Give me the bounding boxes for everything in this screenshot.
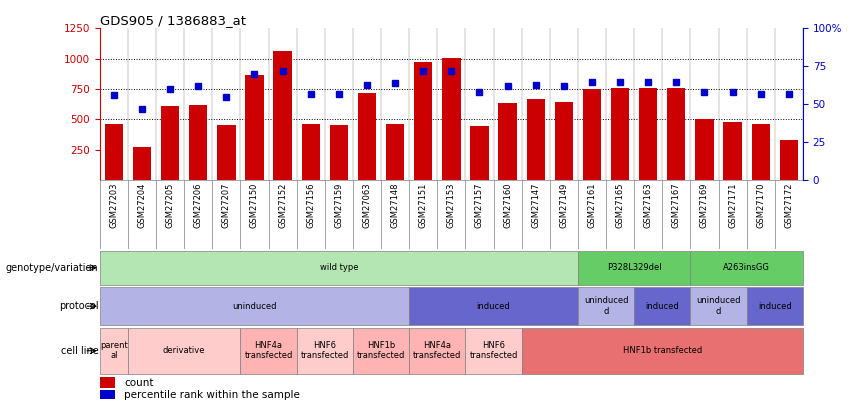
FancyBboxPatch shape bbox=[100, 287, 409, 325]
FancyBboxPatch shape bbox=[409, 287, 578, 325]
FancyBboxPatch shape bbox=[409, 328, 465, 374]
FancyBboxPatch shape bbox=[240, 328, 297, 374]
Bar bbox=[100, 390, 115, 399]
Text: GSM27163: GSM27163 bbox=[644, 182, 653, 228]
Text: induced: induced bbox=[758, 302, 792, 311]
Bar bbox=[611, 88, 629, 180]
Bar bbox=[217, 125, 235, 180]
Text: GSM27150: GSM27150 bbox=[250, 182, 259, 228]
Bar bbox=[301, 124, 320, 180]
Text: parent
al: parent al bbox=[100, 341, 128, 360]
Text: protocol: protocol bbox=[59, 301, 98, 311]
Bar bbox=[161, 106, 180, 180]
Text: GSM27161: GSM27161 bbox=[588, 182, 596, 228]
Bar bbox=[105, 124, 123, 180]
Text: HNF4a
transfected: HNF4a transfected bbox=[413, 341, 462, 360]
Text: HNF6
transfected: HNF6 transfected bbox=[300, 341, 349, 360]
FancyBboxPatch shape bbox=[746, 287, 803, 325]
Text: GSM27147: GSM27147 bbox=[531, 182, 540, 228]
Text: GSM27159: GSM27159 bbox=[334, 182, 344, 228]
Bar bbox=[189, 105, 207, 180]
Text: wild type: wild type bbox=[319, 263, 358, 272]
Text: GSM27172: GSM27172 bbox=[785, 182, 793, 228]
FancyBboxPatch shape bbox=[297, 328, 353, 374]
Bar bbox=[330, 125, 348, 180]
Text: GSM27152: GSM27152 bbox=[278, 182, 287, 228]
FancyBboxPatch shape bbox=[578, 287, 635, 325]
Bar bbox=[133, 147, 151, 180]
Bar bbox=[386, 124, 404, 180]
Text: GSM27169: GSM27169 bbox=[700, 182, 709, 228]
Bar bbox=[442, 58, 461, 180]
Text: GSM27207: GSM27207 bbox=[222, 182, 231, 228]
Text: GSM27205: GSM27205 bbox=[166, 182, 174, 228]
Text: cell line: cell line bbox=[61, 346, 98, 356]
Text: count: count bbox=[124, 378, 154, 388]
FancyBboxPatch shape bbox=[353, 328, 409, 374]
FancyBboxPatch shape bbox=[100, 328, 128, 374]
Text: A263insGG: A263insGG bbox=[723, 263, 770, 272]
Text: induced: induced bbox=[646, 302, 679, 311]
Text: GSM27167: GSM27167 bbox=[672, 182, 681, 228]
Bar bbox=[358, 93, 376, 180]
Bar bbox=[695, 119, 713, 180]
Text: percentile rank within the sample: percentile rank within the sample bbox=[124, 390, 300, 401]
FancyBboxPatch shape bbox=[690, 287, 746, 325]
Bar bbox=[752, 124, 770, 180]
Text: GSM27148: GSM27148 bbox=[391, 182, 399, 228]
Bar bbox=[667, 88, 686, 180]
Bar bbox=[779, 140, 798, 180]
Text: derivative: derivative bbox=[163, 346, 206, 355]
Bar bbox=[582, 89, 602, 180]
Bar bbox=[414, 62, 432, 180]
Text: GSM27149: GSM27149 bbox=[559, 182, 569, 228]
Text: GSM27171: GSM27171 bbox=[728, 182, 737, 228]
Text: GSM27206: GSM27206 bbox=[194, 182, 203, 228]
Text: GSM27165: GSM27165 bbox=[615, 182, 625, 228]
FancyBboxPatch shape bbox=[100, 251, 578, 285]
Bar bbox=[555, 102, 573, 180]
Text: P328L329del: P328L329del bbox=[607, 263, 661, 272]
Bar bbox=[723, 122, 742, 180]
Bar bbox=[639, 88, 657, 180]
Text: induced: induced bbox=[477, 302, 510, 311]
Text: GSM27151: GSM27151 bbox=[418, 182, 428, 228]
Text: genotype/variation: genotype/variation bbox=[6, 263, 98, 273]
Text: GSM27156: GSM27156 bbox=[306, 182, 315, 228]
FancyBboxPatch shape bbox=[128, 328, 240, 374]
Text: GSM27204: GSM27204 bbox=[137, 182, 147, 228]
Bar bbox=[470, 126, 489, 180]
Text: uninduced
d: uninduced d bbox=[696, 296, 740, 316]
Text: HNF1b
transfected: HNF1b transfected bbox=[357, 341, 405, 360]
Text: HNF6
transfected: HNF6 transfected bbox=[470, 341, 517, 360]
Text: GSM27157: GSM27157 bbox=[475, 182, 484, 228]
Bar bbox=[527, 99, 545, 180]
Text: uninduced
d: uninduced d bbox=[584, 296, 628, 316]
Text: GDS905 / 1386883_at: GDS905 / 1386883_at bbox=[100, 14, 246, 27]
FancyBboxPatch shape bbox=[690, 251, 803, 285]
Text: GSM27063: GSM27063 bbox=[363, 182, 372, 228]
Text: GSM27203: GSM27203 bbox=[109, 182, 118, 228]
FancyBboxPatch shape bbox=[522, 328, 803, 374]
Text: uninduced: uninduced bbox=[233, 302, 277, 311]
Text: GSM27153: GSM27153 bbox=[447, 182, 456, 228]
Text: GSM27160: GSM27160 bbox=[503, 182, 512, 228]
FancyBboxPatch shape bbox=[635, 287, 690, 325]
Text: HNF4a
transfected: HNF4a transfected bbox=[245, 341, 293, 360]
Text: GSM27170: GSM27170 bbox=[756, 182, 766, 228]
Text: HNF1b transfected: HNF1b transfected bbox=[622, 346, 702, 355]
Bar bbox=[498, 103, 516, 180]
Bar bbox=[100, 377, 115, 388]
Bar bbox=[273, 51, 292, 180]
Bar bbox=[246, 75, 264, 180]
FancyBboxPatch shape bbox=[578, 251, 690, 285]
FancyBboxPatch shape bbox=[465, 328, 522, 374]
